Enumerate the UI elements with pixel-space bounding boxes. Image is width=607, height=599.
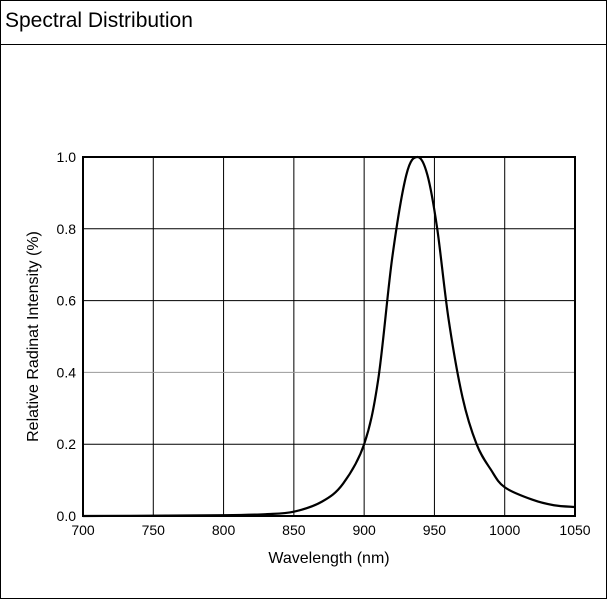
x-tick-label: 950 bbox=[423, 522, 447, 538]
panel-title: Spectral Distribution bbox=[5, 9, 193, 32]
x-tick-label: 800 bbox=[212, 522, 236, 538]
x-tick-label: 900 bbox=[352, 522, 376, 538]
y-tick-label: 0.8 bbox=[57, 221, 77, 237]
x-tick-label: 850 bbox=[282, 522, 306, 538]
x-tick-label: 700 bbox=[71, 522, 95, 538]
y-tick-label: 0.2 bbox=[57, 436, 77, 452]
panel-header: Spectral Distribution bbox=[1, 1, 606, 45]
spectrum-line bbox=[82, 155, 576, 518]
x-tick-label: 750 bbox=[142, 522, 166, 538]
x-tick-label: 1050 bbox=[559, 522, 590, 538]
y-tick-label: 0.6 bbox=[57, 293, 77, 309]
y-tick-label: 1.0 bbox=[57, 149, 77, 165]
x-axis-label: Wavelength (nm) bbox=[268, 550, 389, 567]
y-tick-label: 0.4 bbox=[57, 364, 77, 380]
y-tick-label: 0.0 bbox=[57, 508, 77, 524]
x-tick-label: 1000 bbox=[489, 522, 520, 538]
y-axis-label: Relative Radinat Intensity (%) bbox=[25, 231, 42, 442]
plot-border bbox=[82, 156, 576, 517]
